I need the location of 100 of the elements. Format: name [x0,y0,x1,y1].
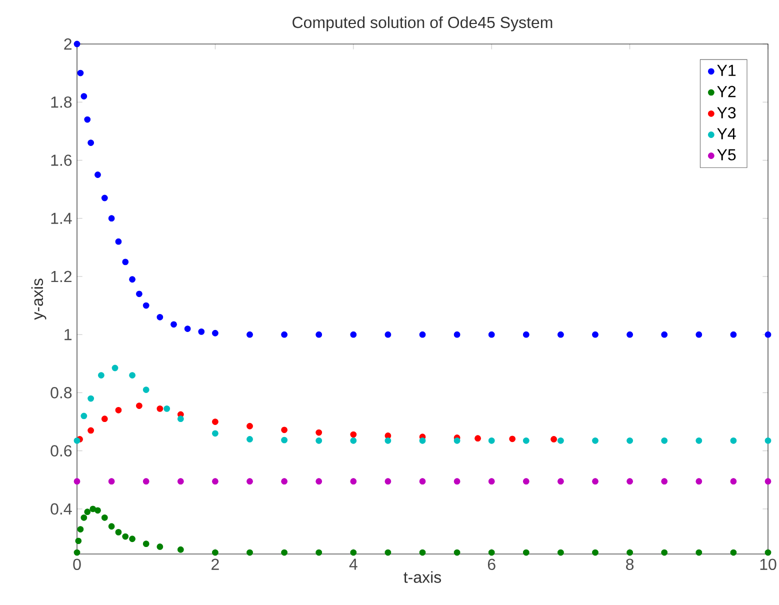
point [74,40,80,48]
point [350,437,357,444]
point [74,437,80,444]
point [474,435,481,442]
y-tick-label: 0.6 [50,445,72,456]
point [108,478,115,485]
point [557,478,564,485]
point [129,276,136,283]
point [122,533,129,540]
point [156,314,164,320]
x-tick-label: 6 [488,558,496,570]
point [509,436,516,442]
point [316,549,322,556]
point [88,140,94,146]
point [74,478,80,485]
point [696,478,702,485]
point [730,331,737,338]
point [101,416,108,422]
point [626,478,634,485]
x-tick-label: 4 [349,558,358,570]
point [281,478,288,485]
point [488,549,495,556]
point [281,549,288,556]
legend-label: Y1 [717,64,736,76]
point [730,549,737,556]
legend-label: Y4 [717,128,736,140]
x-tick-label: 8 [626,558,634,570]
point [626,437,634,444]
point [454,549,460,556]
point [488,437,495,444]
point [129,536,136,542]
chart-title: Computed solution of Ode45 System [292,16,552,32]
point [142,386,150,393]
point [88,427,94,434]
point [281,331,288,338]
point [384,478,392,485]
point [419,437,426,444]
y-tick-label: 1.2 [51,270,72,282]
point [764,331,772,338]
point [94,507,101,514]
x-axis-title: t-axis [404,571,442,583]
point [88,395,94,402]
point [112,364,118,372]
point [212,330,218,336]
point [592,549,598,556]
point [384,437,392,444]
point [661,549,668,556]
point [661,437,668,444]
point [212,430,218,437]
y-tick-label: 0.8 [50,387,72,398]
point [75,538,82,544]
point [350,549,357,556]
point [94,172,101,178]
x-tick-label: 10 [760,558,776,570]
point [522,478,530,485]
point [212,478,218,485]
point [177,478,184,485]
point [454,437,460,444]
point [80,412,88,420]
y-tick-label: 0.4 [50,503,72,515]
point [454,478,460,485]
point [212,418,218,425]
point [281,426,288,434]
point [246,331,253,338]
point [101,514,108,521]
point [115,406,122,414]
point [77,526,84,532]
point [522,331,530,338]
point [522,549,530,556]
point [316,478,322,485]
point [730,478,737,485]
point [198,328,205,335]
y-tick-label: 1.6 [51,154,72,166]
point [74,549,80,556]
point [212,549,218,556]
y-tick-label: 2 [64,38,72,50]
point [696,549,702,556]
y-tick-label: 1 [64,329,72,340]
point [592,437,598,444]
point [115,528,122,536]
point [316,437,322,444]
point [122,258,129,266]
point [136,402,142,409]
legend-label: Y5 [717,149,736,160]
point [557,437,564,444]
point [129,372,136,378]
point [592,478,598,485]
point [764,437,772,444]
point [246,436,253,442]
point [246,422,253,430]
point [730,437,737,444]
point [696,437,702,444]
y-tick-label: 1.8 [51,96,72,108]
legend-label: Y3 [717,107,736,118]
point [101,194,108,202]
point [384,331,392,338]
point [184,326,191,332]
y-tick-label: 1.4 [51,212,72,224]
point [108,215,115,222]
point [626,331,634,338]
